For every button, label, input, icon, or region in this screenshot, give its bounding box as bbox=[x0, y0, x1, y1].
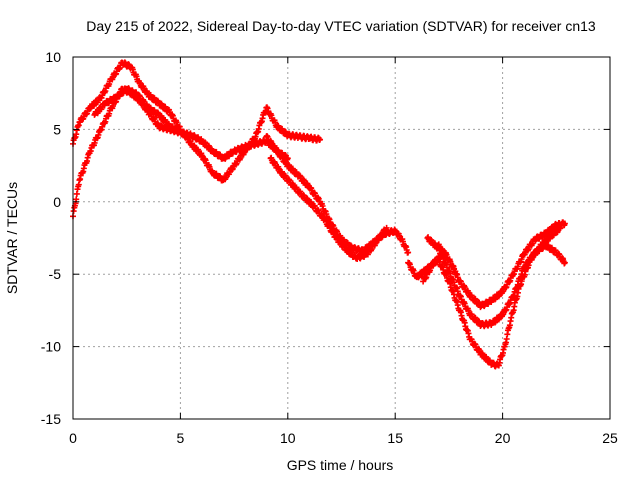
data-point bbox=[166, 121, 173, 128]
axis-ticks: 0 5 10 15 20 25 -15 -10 -5 0 5 10 bbox=[41, 49, 618, 446]
data-point bbox=[75, 122, 82, 129]
data-point bbox=[430, 262, 437, 269]
x-tick-label: 5 bbox=[177, 430, 185, 446]
data-points bbox=[70, 59, 568, 370]
x-tick-label: 10 bbox=[280, 430, 296, 446]
chart-title: Day 215 of 2022, Sidereal Day-to-day VTE… bbox=[86, 18, 596, 34]
series-track-3 bbox=[91, 85, 184, 136]
x-axis-label: GPS time / hours bbox=[287, 457, 394, 473]
data-point bbox=[561, 260, 568, 267]
x-tick-label: 0 bbox=[69, 430, 77, 446]
y-tick-label: -10 bbox=[41, 339, 61, 355]
series-track-1 bbox=[70, 59, 324, 184]
y-tick-label: 10 bbox=[45, 49, 61, 65]
data-point bbox=[187, 138, 194, 145]
y-tick-label: -15 bbox=[41, 411, 61, 427]
y-tick-label: -5 bbox=[49, 266, 62, 282]
data-point bbox=[507, 318, 514, 325]
series-track-5 bbox=[267, 154, 390, 262]
data-point bbox=[75, 181, 82, 188]
y-axis-label: SDTVAR / TECUs bbox=[4, 182, 20, 294]
data-point bbox=[251, 135, 258, 142]
series-track-9 bbox=[420, 249, 459, 285]
x-tick-label: 20 bbox=[495, 430, 511, 446]
data-point bbox=[451, 268, 458, 275]
series-track-8 bbox=[435, 219, 568, 311]
data-point bbox=[176, 127, 183, 134]
x-tick-label: 15 bbox=[387, 430, 403, 446]
data-point bbox=[382, 227, 389, 234]
data-point bbox=[404, 249, 411, 256]
data-point bbox=[561, 222, 568, 229]
y-tick-label: 0 bbox=[53, 194, 61, 210]
data-point bbox=[316, 136, 323, 143]
data-point bbox=[166, 106, 173, 113]
data-point bbox=[552, 247, 559, 254]
y-tick-label: 5 bbox=[53, 121, 61, 137]
x-tick-label: 25 bbox=[602, 430, 618, 446]
plot-frame bbox=[72, 56, 611, 420]
series-track-7 bbox=[424, 234, 568, 330]
data-point bbox=[198, 150, 205, 157]
